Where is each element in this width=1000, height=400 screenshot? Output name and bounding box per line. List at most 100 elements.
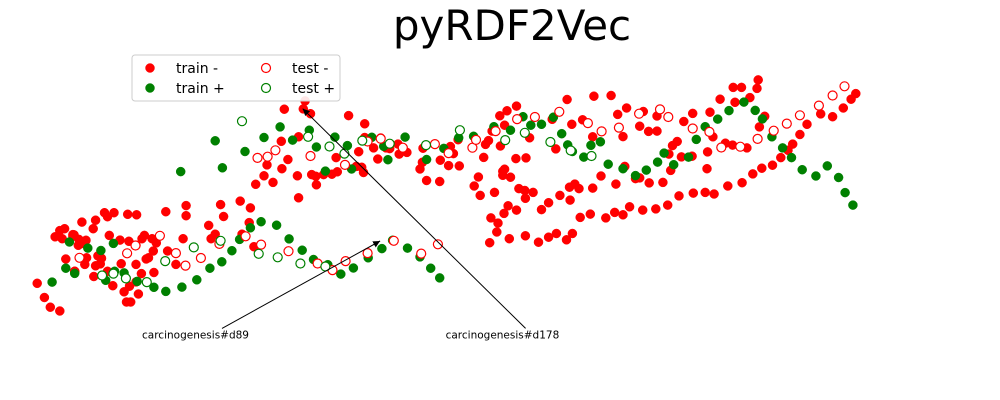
data-point bbox=[521, 153, 531, 163]
data-point bbox=[136, 268, 147, 279]
data-point bbox=[492, 227, 502, 237]
data-point bbox=[205, 263, 215, 273]
data-point bbox=[74, 252, 85, 263]
data-point bbox=[556, 128, 567, 139]
data-point bbox=[421, 175, 432, 186]
data-point bbox=[668, 159, 679, 170]
data-point bbox=[486, 213, 496, 223]
data-point bbox=[188, 242, 199, 253]
data-point bbox=[728, 82, 738, 93]
data-point bbox=[108, 280, 118, 291]
data-point bbox=[470, 134, 482, 145]
data-point bbox=[324, 141, 335, 152]
data-point bbox=[618, 210, 628, 220]
data-point bbox=[421, 154, 432, 165]
data-point bbox=[634, 121, 645, 131]
data-point bbox=[178, 233, 188, 244]
data-point bbox=[630, 170, 641, 181]
data-point bbox=[69, 268, 80, 279]
data-point bbox=[227, 245, 237, 256]
data-point bbox=[181, 200, 191, 211]
data-point bbox=[336, 269, 346, 279]
data-point bbox=[596, 126, 607, 137]
data-point bbox=[161, 206, 171, 217]
data-point bbox=[748, 169, 758, 179]
data-point bbox=[618, 131, 628, 142]
data-point bbox=[373, 154, 383, 164]
data-point bbox=[270, 145, 281, 156]
data-point bbox=[754, 122, 765, 132]
legend-label: test - bbox=[292, 61, 328, 77]
data-point bbox=[240, 231, 251, 242]
data-point bbox=[256, 216, 266, 227]
data-point bbox=[443, 160, 454, 171]
data-point bbox=[377, 243, 387, 254]
data-point bbox=[551, 228, 562, 239]
data-point bbox=[122, 209, 133, 220]
data-point bbox=[359, 119, 370, 129]
data-point bbox=[339, 159, 351, 170]
data-point bbox=[827, 111, 838, 122]
data-point bbox=[586, 150, 597, 162]
data-point bbox=[149, 282, 159, 293]
data-point bbox=[303, 131, 314, 142]
data-point bbox=[505, 125, 516, 135]
data-point bbox=[662, 200, 673, 210]
legend-label: train + bbox=[176, 81, 225, 97]
legend-label: train - bbox=[176, 61, 218, 77]
data-point bbox=[400, 132, 410, 142]
data-point bbox=[475, 190, 485, 201]
data-point bbox=[520, 231, 531, 241]
data-point bbox=[848, 200, 858, 210]
data-point bbox=[483, 135, 494, 146]
data-point bbox=[683, 152, 694, 162]
data-point bbox=[89, 271, 99, 282]
data-point bbox=[102, 211, 113, 222]
data-point bbox=[478, 152, 489, 163]
legend-marker bbox=[145, 63, 155, 73]
data-point bbox=[175, 166, 186, 177]
data-point bbox=[256, 239, 267, 250]
data-point bbox=[750, 105, 760, 116]
data-point bbox=[305, 150, 316, 162]
data-point bbox=[432, 239, 443, 250]
data-point bbox=[752, 133, 763, 144]
data-point bbox=[786, 152, 797, 163]
data-point bbox=[595, 137, 606, 147]
data-point bbox=[96, 270, 108, 281]
data-point bbox=[839, 81, 850, 92]
data-point bbox=[195, 252, 206, 264]
data-point bbox=[587, 132, 598, 142]
data-point bbox=[565, 145, 576, 156]
data-point bbox=[353, 146, 364, 157]
data-point bbox=[739, 97, 749, 107]
legend: train - train + test - test + bbox=[131, 54, 341, 102]
data-point bbox=[663, 111, 674, 123]
data-point bbox=[606, 90, 616, 101]
data-point bbox=[543, 197, 554, 208]
data-point bbox=[511, 153, 521, 164]
data-point bbox=[262, 151, 273, 162]
data-point bbox=[217, 257, 227, 267]
data-point bbox=[813, 100, 825, 111]
data-point bbox=[613, 122, 625, 133]
data-point bbox=[218, 211, 229, 222]
data-point bbox=[715, 94, 725, 104]
data-point bbox=[781, 118, 792, 129]
data-point bbox=[343, 110, 354, 121]
data-point bbox=[434, 273, 445, 283]
data-point bbox=[575, 212, 585, 223]
data-point bbox=[618, 163, 628, 174]
data-point bbox=[81, 235, 91, 246]
data-point bbox=[397, 142, 408, 153]
data-point bbox=[131, 210, 142, 220]
data-point bbox=[545, 136, 556, 148]
data-point bbox=[235, 196, 245, 206]
data-point bbox=[499, 208, 509, 219]
data-point bbox=[603, 159, 613, 169]
data-point bbox=[624, 202, 635, 212]
data-point bbox=[416, 248, 427, 259]
data-point bbox=[253, 248, 264, 259]
data-point bbox=[250, 179, 261, 190]
data-point bbox=[652, 157, 663, 167]
